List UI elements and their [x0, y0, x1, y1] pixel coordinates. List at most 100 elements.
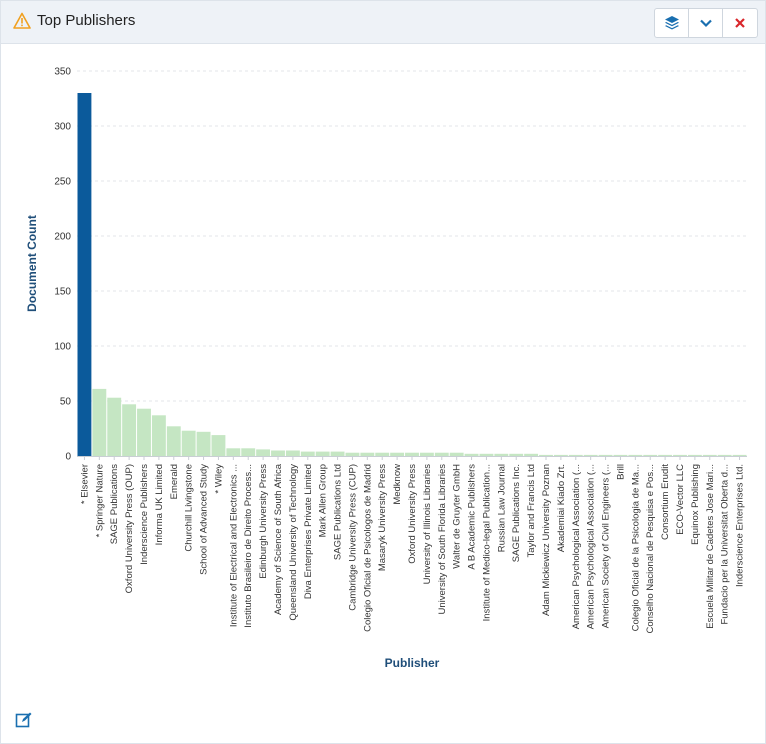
x-tick-label: SAGE Publications — [109, 464, 120, 545]
warning-icon — [13, 12, 31, 29]
bar[interactable] — [732, 454, 747, 456]
bar[interactable] — [583, 454, 598, 456]
layers-button[interactable] — [655, 9, 689, 37]
bar[interactable] — [107, 397, 122, 456]
bar[interactable] — [464, 453, 479, 456]
bar[interactable] — [271, 450, 285, 457]
panel-title: Top Publishers — [37, 12, 136, 29]
bar[interactable] — [598, 454, 613, 456]
x-tick-label: * Springer Nature — [94, 464, 105, 537]
x-tick-label: Brill — [615, 464, 626, 480]
panel-header: Top Publishers — [1, 1, 765, 44]
x-tick-label: Colegio Oficial de Psicologos de Madrid — [362, 464, 373, 632]
x-tick-label: Oxford University Press — [407, 464, 418, 564]
x-tick-label: Edinburgh University Press — [258, 464, 269, 579]
x-tick-label: Institute of Medico-legal Publication... — [481, 464, 492, 621]
bar[interactable] — [643, 454, 658, 456]
bar[interactable] — [137, 408, 151, 456]
x-tick-label: Oxford University Press (OUP) — [124, 464, 135, 593]
close-button[interactable] — [723, 9, 757, 37]
bar[interactable] — [196, 431, 211, 456]
bar[interactable] — [77, 93, 92, 456]
x-tick-label: * Elsevier — [79, 464, 90, 504]
bar[interactable] — [151, 415, 166, 456]
panel-toolbar — [654, 8, 758, 38]
x-tick-label: A B Academic Publishers — [467, 464, 478, 570]
bar[interactable] — [613, 454, 628, 456]
y-tick-label: 150 — [54, 287, 71, 298]
x-tick-label: Diva Enterprises Private Limited — [303, 464, 314, 599]
x-tick-label: Consortium Erudit — [660, 464, 671, 540]
bar[interactable] — [479, 453, 494, 456]
bar[interactable] — [92, 388, 107, 456]
x-tick-label: Churchill Livingstone — [184, 464, 195, 552]
bar[interactable] — [226, 448, 241, 456]
x-tick-label: Instituto Brasileiro de Direito Process.… — [243, 464, 254, 628]
x-tick-label: Inderscience Enterprises Ltd. — [735, 464, 746, 587]
bar[interactable] — [449, 452, 464, 456]
x-tick-label: ECO-Vector LLC — [675, 464, 686, 535]
x-tick-label: Queensland University of Technology — [288, 464, 299, 621]
bar[interactable] — [211, 435, 226, 456]
edit-icon[interactable] — [15, 711, 33, 729]
bar[interactable] — [256, 449, 271, 456]
bar[interactable] — [241, 448, 256, 456]
x-tick-label: Cambridge University Press (CUP) — [347, 464, 358, 611]
x-tick-label: Masaryk University Press — [377, 464, 388, 571]
x-tick-label: American Psychological Association (... — [586, 464, 597, 629]
chevron-down-icon — [699, 19, 712, 28]
x-tick-label: Fundacio per la Universitat Oberta d... — [720, 464, 731, 625]
x-tick-label: Akademiai Kiado Zrt. — [556, 464, 567, 552]
bar[interactable] — [524, 453, 539, 456]
bar[interactable] — [628, 454, 643, 456]
x-tick-label: Colegio Oficial de la Psicologia de Ma..… — [630, 464, 641, 631]
bar[interactable] — [122, 404, 137, 456]
bar[interactable] — [315, 451, 330, 456]
y-tick-label: 250 — [54, 177, 71, 188]
bar[interactable] — [405, 452, 419, 456]
x-tick-label: Inderscience Publishers — [139, 464, 150, 565]
x-tick-label: School of Advanced Study — [199, 464, 210, 575]
bar[interactable] — [345, 452, 360, 456]
bar[interactable] — [330, 451, 345, 456]
x-tick-label: Academy of Science of South Africa — [273, 463, 284, 615]
bar[interactable] — [166, 426, 181, 456]
bar[interactable] — [702, 454, 717, 456]
bar[interactable] — [687, 454, 702, 456]
bar[interactable] — [375, 452, 390, 456]
publisher-bar-chart: 0 50 100 150 200 250 300 350 * Elsevier * Spring… — [25, 67, 747, 670]
x-tick-label: SAGE Publications Inc. — [511, 464, 522, 562]
y-tick-label: 0 — [65, 452, 71, 463]
bar[interactable] — [568, 454, 583, 456]
bar[interactable] — [285, 450, 300, 457]
x-tick-label: University of South Florida Libraries — [437, 464, 448, 615]
bar[interactable] — [673, 454, 687, 456]
y-tick-label: 50 — [60, 397, 72, 408]
bar[interactable] — [390, 452, 405, 456]
x-tick-label: American Society of Civil Engineers (... — [601, 464, 612, 628]
bar[interactable] — [300, 451, 315, 456]
x-tick-label: Equinox Publishing — [690, 464, 701, 545]
x-tick-label: SAGE Publications Ltd — [333, 464, 344, 560]
y-tick-label: 200 — [54, 232, 71, 243]
bar[interactable] — [717, 454, 732, 456]
close-icon — [735, 18, 745, 28]
layers-icon — [664, 16, 679, 30]
y-tick-label: 350 — [54, 67, 71, 78]
x-tick-label: Walter de Gruyter GmbH — [452, 464, 463, 569]
bar[interactable] — [181, 430, 196, 456]
collapse-button[interactable] — [689, 9, 723, 37]
bar[interactable] — [494, 453, 509, 456]
bar[interactable] — [434, 452, 449, 456]
y-axis-title: Document Count — [25, 215, 39, 312]
bar[interactable] — [658, 454, 673, 456]
x-tick-label: Escuela Militar de Cadetes Jose Mari... — [705, 464, 716, 629]
x-axis-title: Publisher — [385, 656, 440, 670]
bar[interactable] — [360, 452, 375, 456]
bar[interactable] — [539, 454, 553, 456]
bar[interactable] — [509, 453, 524, 456]
bar[interactable] — [553, 454, 568, 456]
y-tick-label: 100 — [54, 342, 71, 353]
bar[interactable] — [419, 452, 434, 456]
